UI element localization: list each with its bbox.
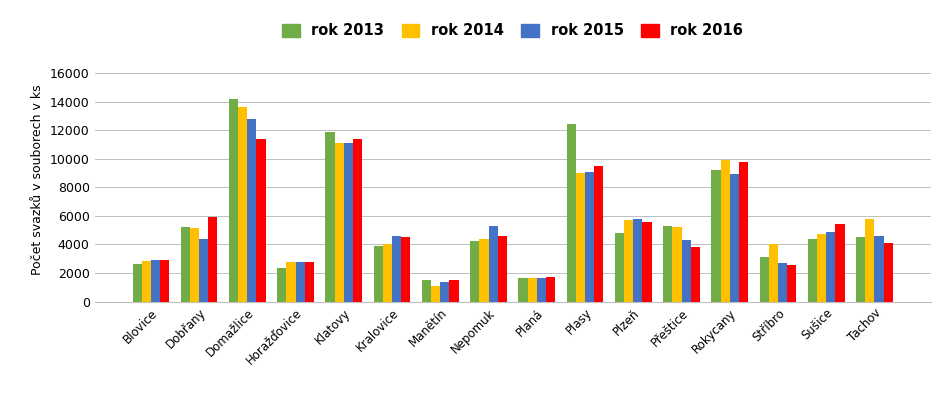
Bar (304, 261, 313, 302)
Bar (286, 262, 295, 302)
Bar (180, 228, 190, 302)
Bar (151, 260, 160, 302)
Bar (325, 132, 334, 302)
Bar (690, 247, 700, 302)
Bar (430, 286, 440, 302)
Bar (238, 107, 247, 302)
Bar (488, 226, 497, 302)
Bar (247, 119, 256, 302)
Bar (142, 261, 151, 302)
Bar (382, 245, 392, 302)
Bar (720, 160, 729, 302)
Bar (681, 240, 690, 302)
Bar (334, 143, 344, 302)
Bar (449, 280, 458, 302)
Bar (642, 222, 651, 302)
Bar (470, 241, 479, 302)
Bar (256, 140, 265, 302)
Bar (546, 277, 554, 302)
Bar (855, 237, 865, 302)
Bar (584, 172, 594, 302)
Bar (536, 278, 546, 302)
Bar (807, 239, 817, 302)
Bar (497, 236, 506, 302)
Bar (344, 143, 353, 302)
Bar (663, 226, 671, 302)
Bar (277, 268, 286, 302)
Bar (729, 174, 738, 302)
Bar (295, 262, 304, 302)
Y-axis label: Počet svazků v souborech v ks: Počet svazků v souborech v ks (31, 85, 44, 275)
Bar (738, 162, 748, 302)
Bar (873, 236, 883, 302)
Bar (768, 245, 777, 302)
Bar (228, 99, 238, 302)
Bar (834, 224, 844, 302)
Bar (373, 246, 382, 302)
Bar (777, 263, 786, 302)
Bar (392, 236, 401, 302)
Bar (422, 279, 430, 302)
Bar (353, 140, 362, 302)
Bar (817, 234, 825, 302)
Bar (479, 240, 488, 302)
Bar (759, 257, 768, 302)
Bar (132, 264, 142, 302)
Bar (575, 173, 584, 302)
Bar (190, 228, 199, 302)
Bar (208, 217, 217, 302)
Bar (199, 239, 208, 302)
Bar (518, 278, 527, 302)
Bar (825, 233, 834, 302)
Bar (615, 233, 623, 302)
Bar (623, 220, 632, 302)
Bar (865, 220, 873, 302)
Bar (883, 243, 892, 302)
Bar (527, 278, 536, 302)
Bar (711, 170, 720, 302)
Legend: rok 2013, rok 2014, rok 2015, rok 2016: rok 2013, rok 2014, rok 2015, rok 2016 (277, 17, 748, 44)
Bar (632, 220, 642, 302)
Bar (671, 228, 681, 302)
Bar (160, 259, 169, 302)
Bar (440, 282, 449, 302)
Bar (566, 124, 575, 302)
Bar (786, 264, 796, 302)
Bar (401, 237, 410, 302)
Bar (594, 166, 602, 302)
